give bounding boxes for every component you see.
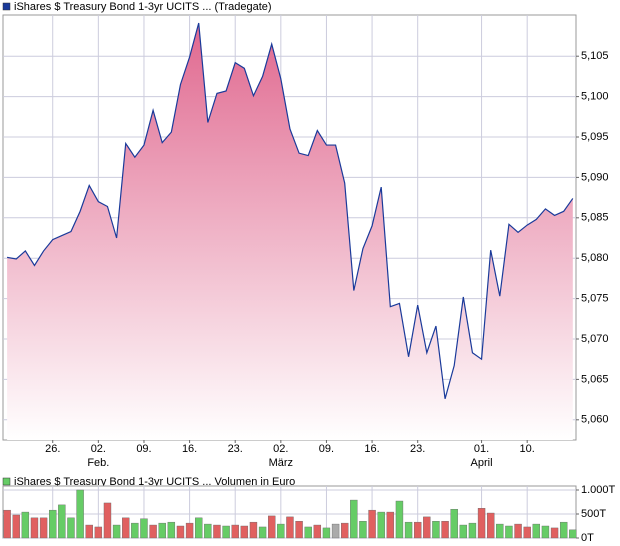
- volume-bar: [532, 523, 541, 539]
- volume-bar: [12, 514, 20, 539]
- month-label: März: [269, 457, 293, 469]
- volume-bar: [249, 521, 258, 539]
- volume-bar: [131, 522, 139, 539]
- volume-bar: [441, 520, 449, 539]
- y-tick-label: 0T: [581, 532, 594, 544]
- volume-bar: [176, 525, 185, 539]
- volume-bar: [58, 504, 66, 539]
- volume-bar: [49, 509, 57, 539]
- y-tick-label: 5,090: [581, 171, 609, 183]
- volume-bar: [204, 523, 212, 539]
- volume-bar: [39, 517, 48, 539]
- volume-bar: [103, 502, 112, 539]
- y-tick-label: 5,100: [581, 91, 609, 103]
- volume-bar: [341, 522, 349, 539]
- x-tick-label: 26.: [45, 443, 60, 455]
- volume-bar: [85, 524, 93, 539]
- volume-bar: [30, 517, 39, 539]
- volume-bar: [268, 515, 276, 539]
- volume-bar: [322, 527, 331, 539]
- legend-swatch: [2, 477, 11, 486]
- x-tick-label: 16.: [182, 443, 197, 455]
- volume-bar: [3, 509, 11, 539]
- volume-bar: [149, 524, 157, 539]
- volume-bar: [94, 526, 103, 539]
- volume-bar: [550, 527, 559, 539]
- volume-bar: [304, 526, 312, 539]
- y-tick-label: 5,095: [581, 131, 609, 143]
- volume-bar: [213, 524, 221, 539]
- chart-title: iShares $ Treasury Bond 1-3yr UCITS ... …: [14, 476, 295, 488]
- volume-bar: [395, 500, 404, 539]
- volume-bar: [505, 525, 513, 539]
- volume-bar: [331, 523, 340, 539]
- volume-bar: [569, 529, 577, 539]
- y-tick-label: 5,075: [581, 293, 609, 305]
- volume-bar: [496, 523, 504, 539]
- y-tick-label: 1.000T: [581, 484, 616, 496]
- volume-bar: [514, 523, 522, 539]
- volume-bar: [295, 520, 303, 539]
- volume-bar: [450, 508, 458, 539]
- volume-bar: [286, 516, 294, 539]
- price-line: [7, 22, 574, 399]
- legend-swatch: [2, 2, 11, 11]
- y-tick-label: 5,085: [581, 212, 609, 224]
- volume-bar: [277, 523, 285, 539]
- x-tick-label: 10.: [520, 443, 535, 455]
- volume-bar: [423, 516, 431, 539]
- volume-bar: [122, 517, 130, 539]
- volume-bar: [413, 521, 422, 539]
- chart-title: iShares $ Treasury Bond 1-3yr UCITS ... …: [14, 1, 272, 13]
- volume-bar: [386, 511, 395, 539]
- volume-bar: [21, 511, 30, 539]
- volume-bar: [404, 521, 413, 539]
- volume-bar: [368, 509, 376, 539]
- volume-bar: [158, 522, 166, 539]
- volume-bar: [222, 525, 230, 539]
- volume-bar: [240, 525, 249, 539]
- y-tick-label: 5,070: [581, 333, 609, 345]
- y-tick-label: 5,065: [581, 373, 609, 385]
- volume-bar: [258, 526, 267, 539]
- x-tick-label: 23.: [228, 443, 243, 455]
- y-tick-label: 5,060: [581, 414, 609, 426]
- volume-bar: [486, 512, 495, 539]
- volume-bar: [432, 520, 440, 539]
- x-tick-label: 02.: [91, 443, 106, 455]
- volume-bar: [477, 508, 486, 539]
- month-label: April: [471, 457, 493, 469]
- x-tick-label: 02.: [273, 443, 288, 455]
- volume-bar: [140, 518, 148, 539]
- area-fill: [7, 23, 573, 441]
- y-tick-label: 5,105: [581, 50, 609, 62]
- volume-bar: [185, 522, 194, 539]
- volume-bar: [313, 524, 322, 539]
- x-tick-label: 09.: [136, 443, 151, 455]
- y-tick-label: 5,080: [581, 252, 609, 264]
- volume-bar: [468, 522, 477, 539]
- volume-bar: [67, 517, 75, 539]
- volume-bar: [377, 511, 385, 539]
- volume-bar: [459, 524, 468, 539]
- volume-bar: [167, 521, 176, 539]
- volume-bar: [195, 517, 203, 539]
- x-tick-label: 09.: [319, 443, 334, 455]
- y-tick-label: 500T: [581, 508, 606, 520]
- x-tick-label: 23.: [410, 443, 425, 455]
- x-tick-label: 01.: [474, 443, 489, 455]
- volume-bar: [76, 489, 84, 539]
- volume-bar: [350, 499, 358, 539]
- volume-bar: [541, 525, 550, 539]
- volume-bar: [523, 526, 531, 539]
- volume-bar: [559, 521, 568, 539]
- volume-bar: [112, 524, 121, 539]
- x-tick-label: 16.: [364, 443, 379, 455]
- volume-bar: [231, 524, 239, 539]
- month-label: Feb.: [87, 457, 109, 469]
- volume-bar: [359, 520, 367, 539]
